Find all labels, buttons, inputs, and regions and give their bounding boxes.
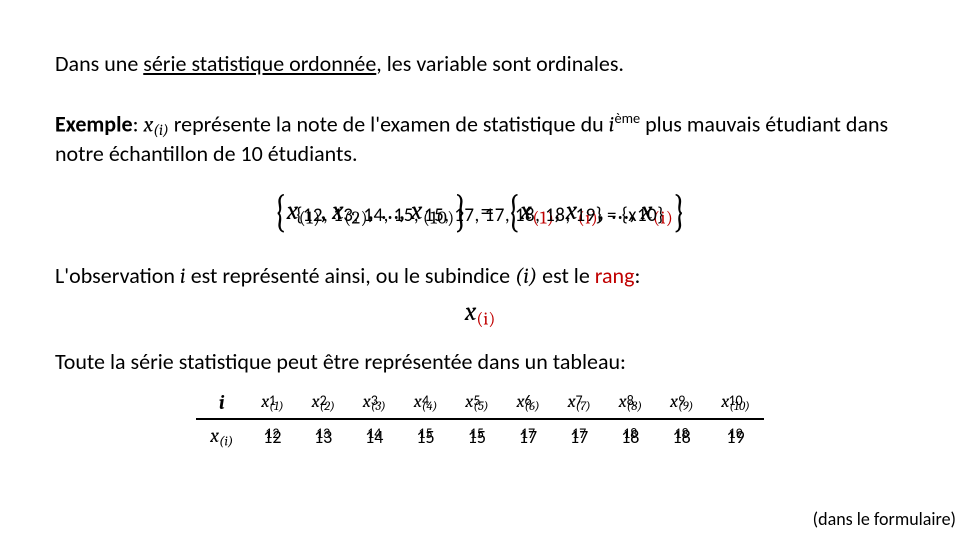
val-9: 1818	[656, 419, 707, 454]
obs-paren-i: (i)	[515, 263, 537, 289]
footnote: (dans le formulaire)	[813, 508, 956, 530]
x-i-notation: x(i)	[55, 297, 905, 330]
intro-suffix: , les variable sont ordinales.	[376, 50, 624, 77]
col-6: x(6)6	[502, 387, 553, 419]
row1-label: i	[196, 387, 247, 419]
example-text1: représente la note de l'examen de statis…	[169, 110, 609, 137]
obs-p1: L'observation	[55, 262, 180, 289]
val-2: 1313	[298, 419, 349, 454]
equation-math: {x(1), x(2), …, x(10)} = {x(1), x(i), …,…	[274, 190, 687, 229]
col-1: x(1)1	[247, 387, 297, 419]
example-x: x	[143, 111, 153, 137]
row2-label: x(i)	[196, 419, 247, 454]
val-8: 1818	[605, 419, 656, 454]
col-7: x(7)7	[554, 387, 605, 419]
example-label: Exemple	[55, 110, 133, 137]
example-paragraph: Exemple: x(i) représente la note de l'ex…	[55, 109, 905, 169]
x-i-idx: (i)	[476, 309, 495, 330]
val-10: 1919	[707, 419, 764, 454]
obs-rang: rang	[595, 262, 635, 289]
data-table: i x(1)1 x(2)2 x(3)3 x(4)4 x(5)5 x(6)6 x(…	[196, 387, 764, 454]
col-3: x(3)3	[349, 387, 400, 419]
val-6: 1717	[502, 419, 553, 454]
col-4: x(4)4	[400, 387, 452, 419]
col-9: x(9)9	[656, 387, 707, 419]
obs-p3: est le	[537, 262, 595, 289]
example-i-sup: ème	[614, 109, 640, 127]
val-1: 1212	[247, 419, 297, 454]
col-8: x(8)8	[605, 387, 656, 419]
example-sep: :	[133, 110, 144, 137]
val-3: 1414	[349, 419, 400, 454]
obs-p4: :	[634, 262, 640, 289]
val-7: 1717	[554, 419, 605, 454]
intro-prefix: Dans une	[55, 50, 143, 77]
table-header-row: i x(1)1 x(2)2 x(3)3 x(4)4 x(5)5 x(6)6 x(…	[196, 387, 764, 419]
main-equation: {x(1), x(2), …, x(10)} = {x(1), x(i), …,…	[55, 190, 905, 244]
table-intro-line: Toute la série statistique peut être rep…	[55, 348, 905, 375]
x-i-x: x	[465, 297, 477, 327]
col-5: x(5)5	[451, 387, 502, 419]
observation-line: L'observation i est représenté ainsi, ou…	[55, 262, 905, 289]
val-4: 1515	[400, 419, 452, 454]
obs-p2: est représenté ainsi, ou le subindice	[186, 262, 515, 289]
intro-underlined: série statistique ordonnée	[143, 50, 376, 77]
val-5: 1515	[451, 419, 502, 454]
table-data-row: x(i) 1212 1313 1414 1515 1515 1717 1717 …	[196, 419, 764, 454]
intro-line: Dans une série statistique ordonnée, les…	[55, 50, 905, 79]
example-x-sub: (i)	[153, 121, 169, 139]
col-10: x(10)10	[707, 387, 764, 419]
col-2: x(2)2	[298, 387, 349, 419]
